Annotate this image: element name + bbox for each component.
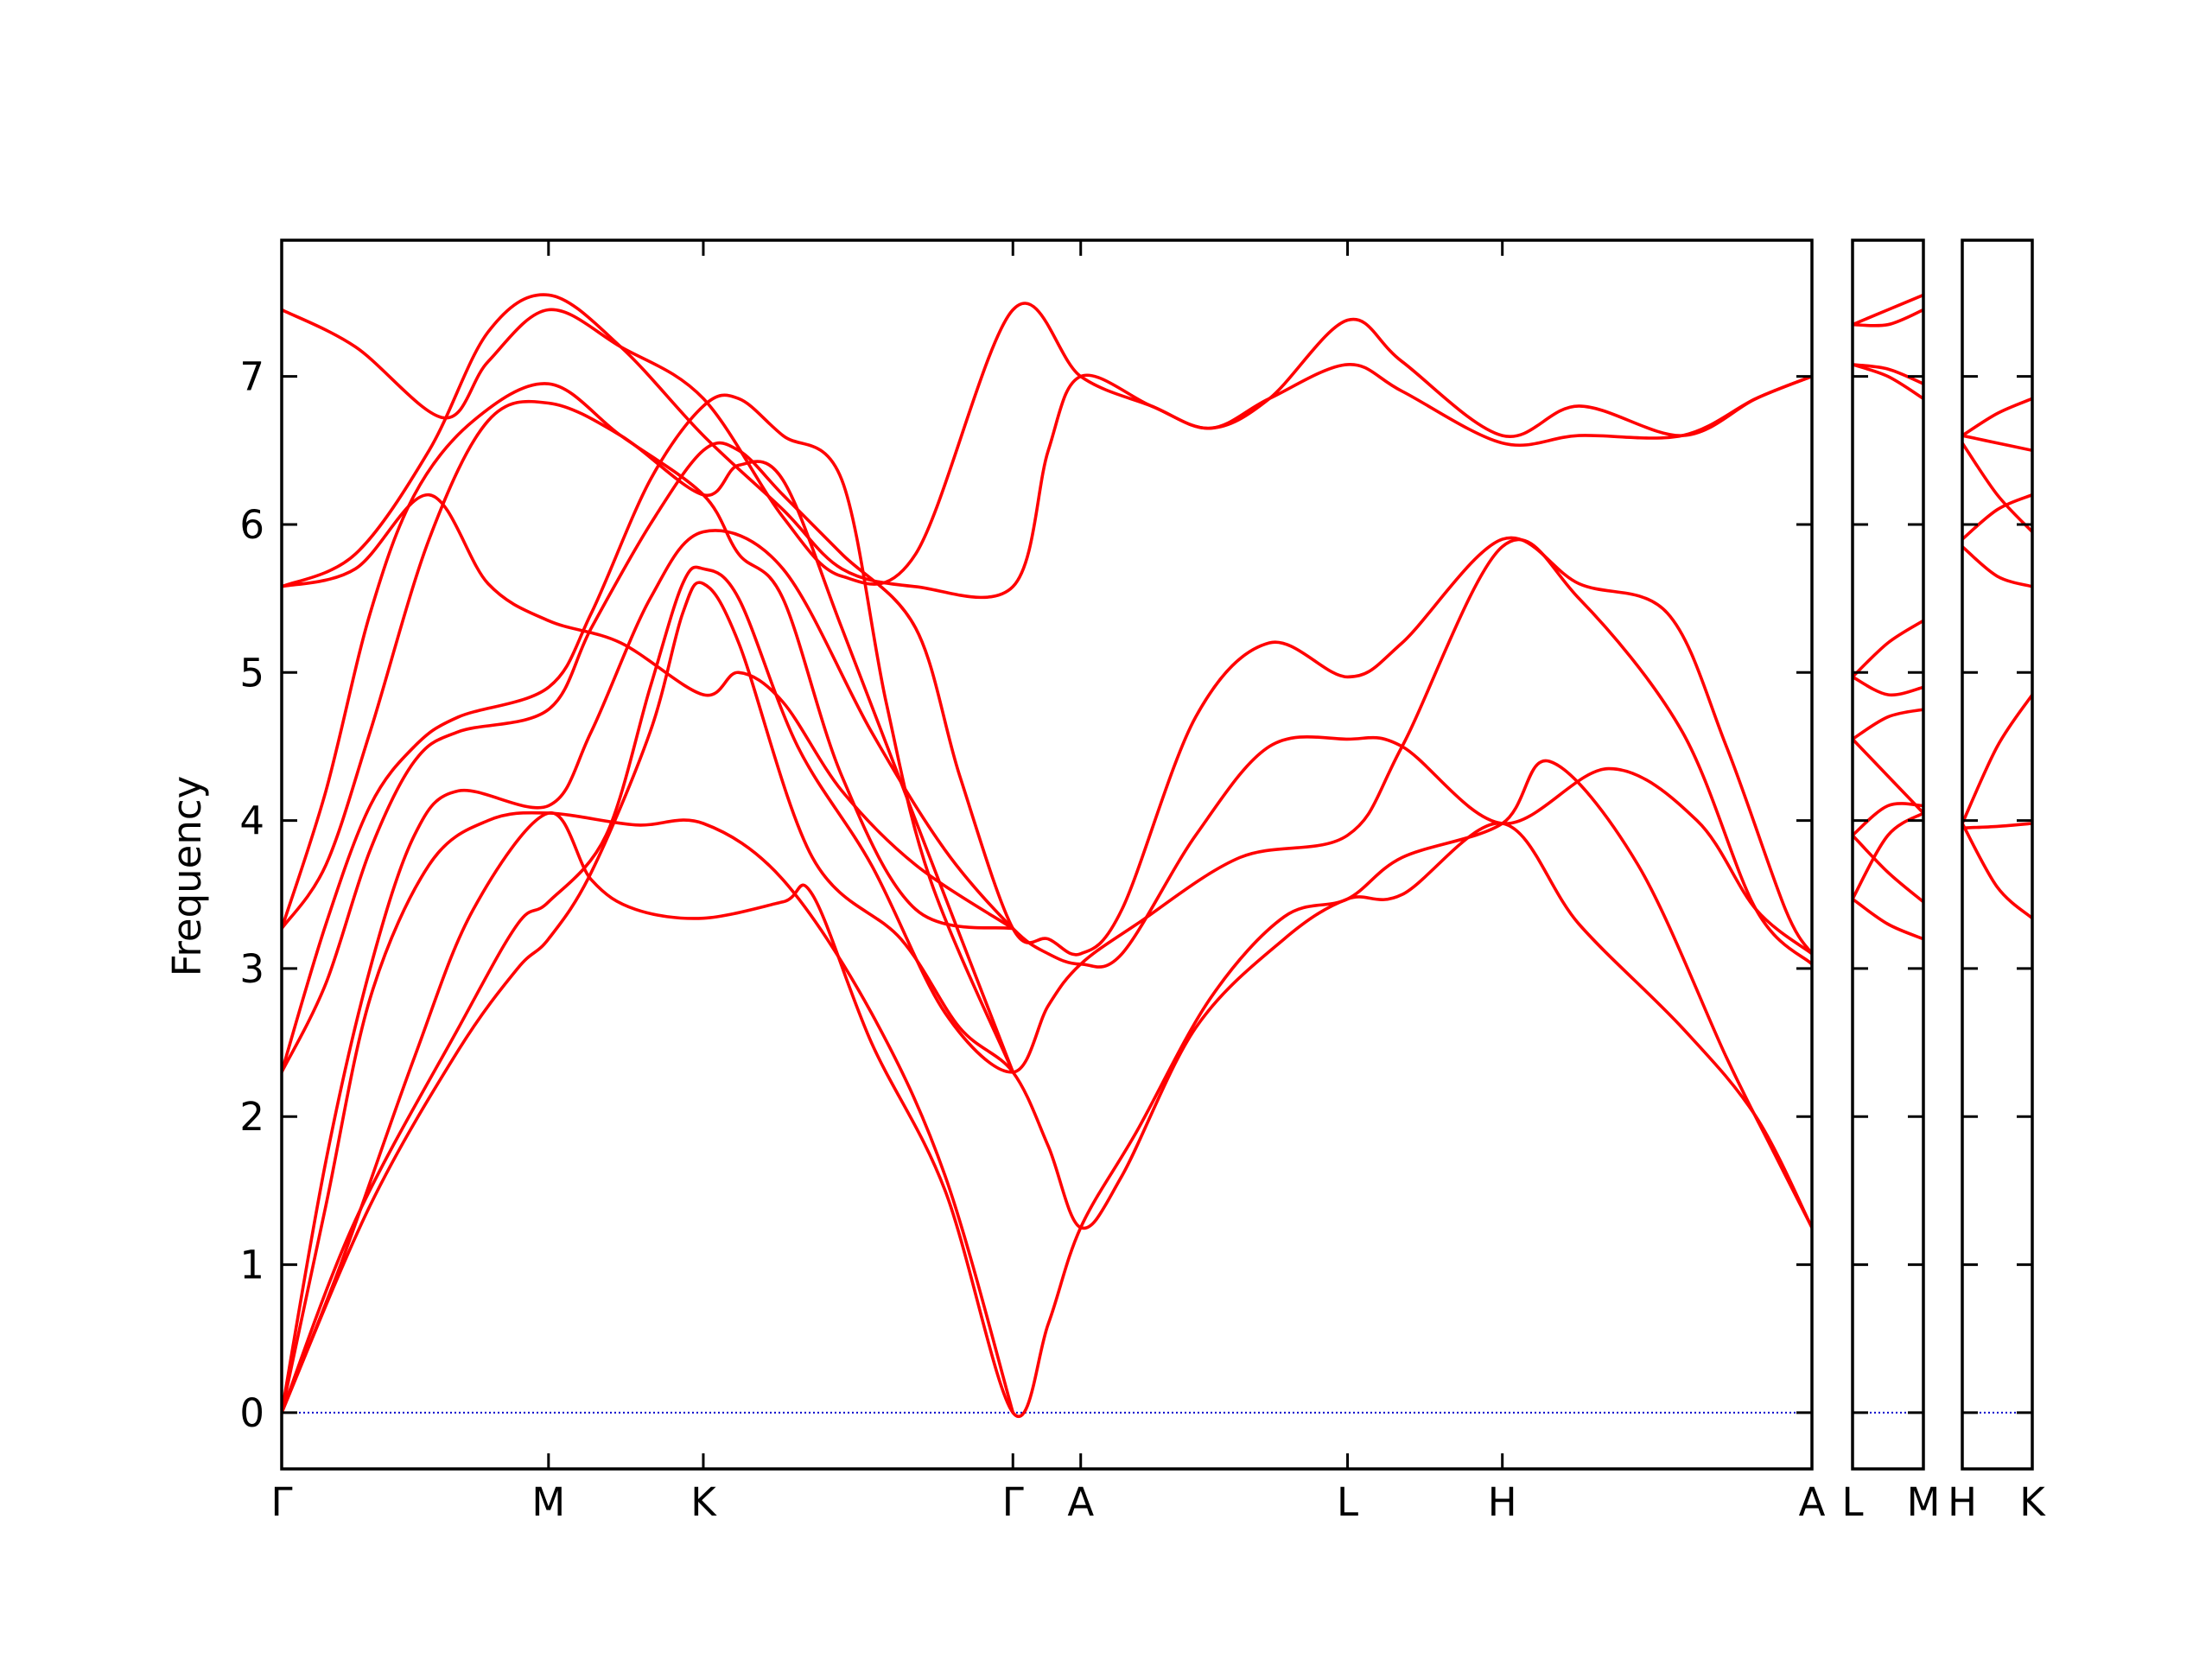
y-tick-label: 4	[239, 798, 264, 844]
band-line-5	[1962, 544, 2032, 588]
x-tick-label: M	[1907, 1479, 1941, 1525]
band-line-9	[282, 382, 1015, 931]
band-line-8	[1962, 822, 2032, 830]
x-tick-label: Γ	[1002, 1479, 1024, 1525]
band-line-4	[1853, 363, 1923, 385]
band-series-group	[1962, 397, 2032, 920]
band-line-3	[1962, 441, 2032, 534]
band-line-12	[1853, 897, 1923, 941]
x-tick-label: A	[1067, 1479, 1094, 1525]
band-line-9	[1853, 802, 1923, 837]
panel-frame	[280, 238, 1814, 1471]
y-tick-label: 0	[239, 1390, 264, 1436]
band-line-6	[1962, 693, 2032, 825]
y-tick-label: 6	[239, 502, 264, 548]
band-line-1	[282, 581, 1812, 1414]
x-tick-label: K	[2019, 1479, 2046, 1525]
panel-frame	[1961, 238, 2034, 1471]
band-line-8	[1853, 737, 1923, 815]
band-line-11	[1853, 811, 1923, 901]
y-tick-labels: 0 1 2 3 4 5 6 7	[239, 354, 264, 1436]
band-line-4	[282, 810, 1015, 1414]
band-line-4	[1962, 493, 2032, 541]
band-line-7	[1853, 708, 1923, 741]
band-line-10	[1853, 833, 1923, 904]
band-line-3	[282, 759, 1812, 1418]
band-line-2	[1853, 308, 1923, 327]
band-series-group	[1853, 293, 1923, 941]
x-tick-label: Γ	[270, 1479, 292, 1525]
band-line-7	[282, 393, 1015, 1074]
band-line-7	[1962, 822, 2032, 920]
x-tick-label: L	[1337, 1479, 1358, 1525]
x-tick-label: H	[1488, 1479, 1517, 1525]
y-tick-label: 1	[239, 1243, 264, 1288]
band-line-1	[1962, 397, 2032, 437]
band-line-5	[1853, 619, 1923, 679]
band-line-6	[1853, 675, 1923, 697]
x-tick-label: A	[1799, 1479, 1826, 1525]
band-line-5	[282, 529, 1812, 1414]
band-line-6	[282, 441, 1812, 1074]
y-tick-label: 7	[239, 354, 264, 400]
x-tick-label: M	[531, 1479, 565, 1525]
y-tick-label: 2	[239, 1094, 264, 1140]
band-line-2	[1962, 434, 2032, 453]
y-tick-label: 3	[239, 946, 264, 992]
panel-frame	[1851, 238, 1925, 1471]
band-series-group	[282, 293, 1812, 1418]
x-tick-label: L	[1841, 1479, 1863, 1525]
x-tick-label: H	[1948, 1479, 1977, 1525]
band-line-10	[282, 493, 1015, 931]
band-line-3	[1853, 363, 1923, 401]
y-axis-label: Frequency	[164, 776, 210, 976]
x-tick-label: K	[690, 1479, 717, 1525]
band-line-12	[282, 302, 1812, 586]
y-tick-label: 5	[239, 650, 264, 696]
band-line-11	[282, 293, 1812, 600]
band-line-1	[1853, 293, 1923, 327]
